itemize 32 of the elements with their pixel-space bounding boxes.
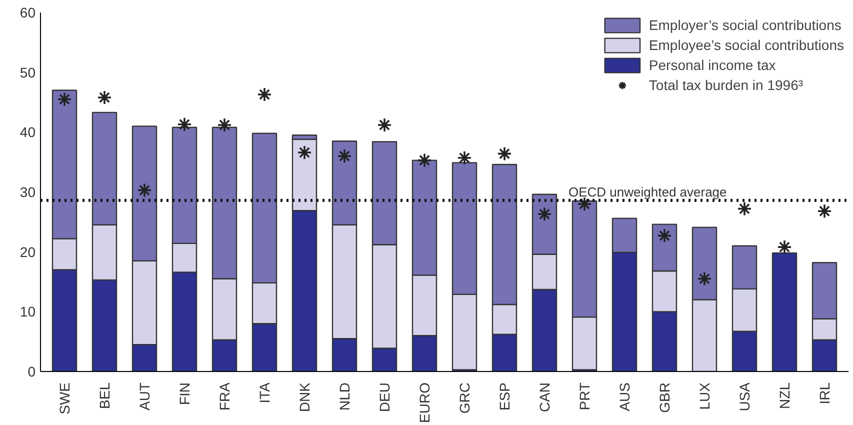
x-tick-label: GBR: [656, 382, 672, 413]
x-tick-label: ESP: [496, 382, 512, 411]
x-tick-label: BEL: [96, 382, 112, 409]
legend-label: Total tax burden in 1996³: [648, 77, 804, 93]
x-tick-label: SWE: [56, 382, 72, 414]
x-tick-label: NLD: [336, 382, 352, 411]
x-tick-label: DNK: [296, 382, 312, 412]
x-tick-label: DEU: [376, 382, 392, 412]
x-tick-label: FRA: [216, 382, 232, 410]
y-tick-label: 10: [20, 304, 36, 320]
y-tick-label: 30: [20, 184, 36, 200]
x-tick-label: ITA: [256, 382, 272, 404]
legend-label: Employer’s social contributions: [648, 17, 842, 33]
y-tick-label: 20: [20, 244, 36, 260]
y-tick-label: 0: [28, 364, 36, 380]
x-tick-label: EURO: [416, 382, 432, 423]
x-tick-label: PRT: [576, 382, 592, 410]
y-tick-label: 50: [20, 64, 36, 80]
x-tick-label: NZL: [776, 382, 792, 409]
x-tick-label: LUX: [696, 382, 712, 410]
x-tick-label: FIN: [176, 382, 192, 406]
x-tick-label: GRC: [456, 382, 472, 414]
y-tick-label: 60: [20, 4, 36, 20]
y-tick-label: 40: [20, 124, 36, 140]
x-tick-label: USA: [736, 382, 752, 412]
legend-label: Personal income tax: [648, 57, 776, 73]
ref-line-label: OECD unweighted average: [568, 184, 727, 200]
x-tick-label: CAN: [536, 382, 552, 412]
x-tick-label: AUS: [616, 382, 632, 412]
x-tick-label: AUT: [136, 382, 152, 410]
x-tick-label: IRL: [816, 382, 832, 404]
legend-label: Employee’s social contributions: [648, 37, 844, 53]
